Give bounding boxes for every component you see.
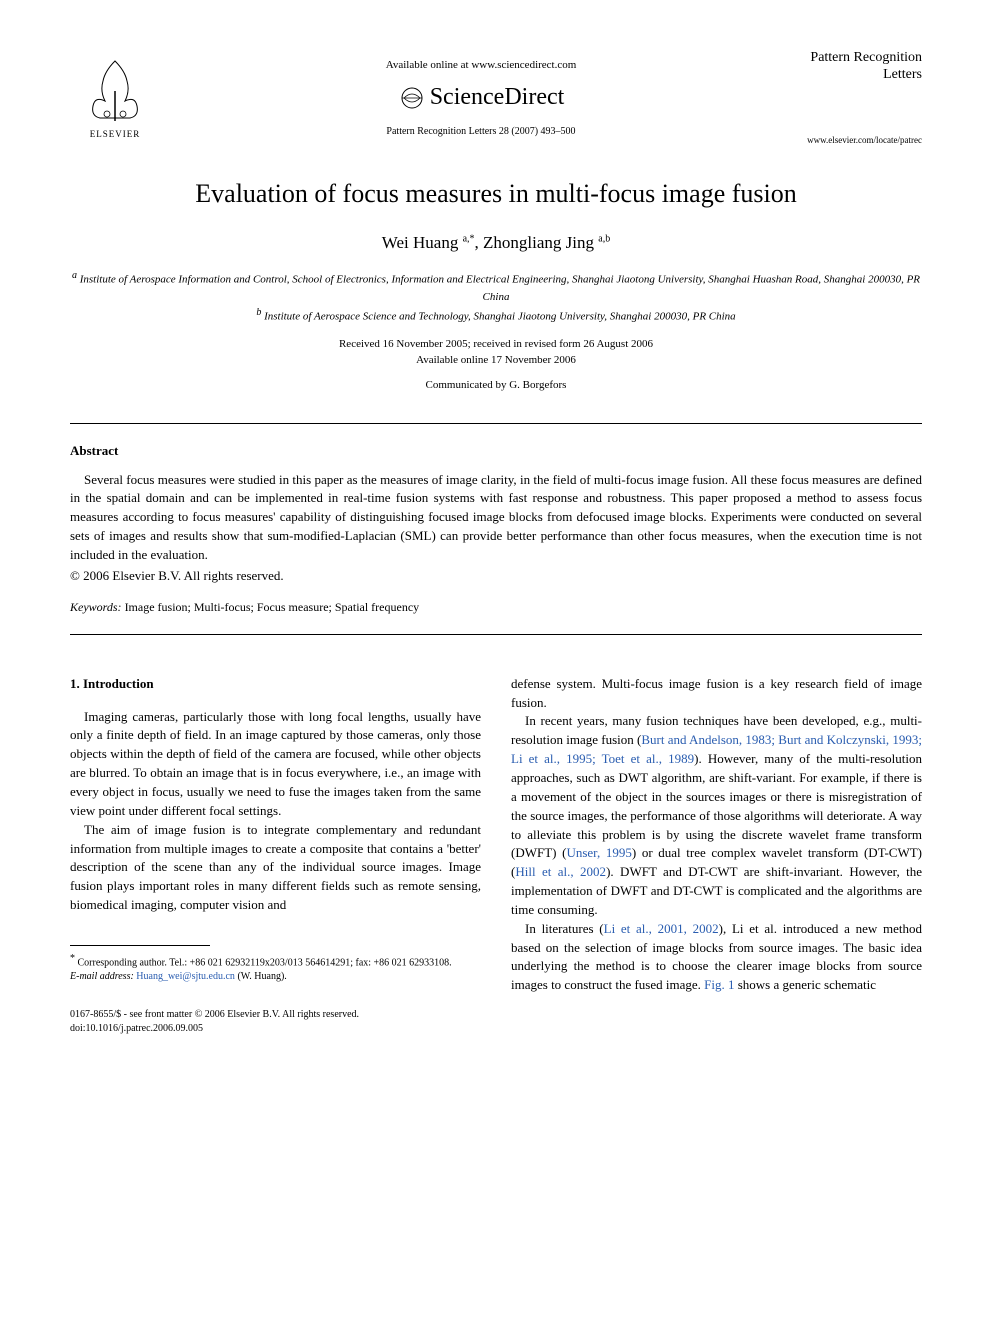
- footnote-block: * Corresponding author. Tel.: +86 021 62…: [70, 952, 481, 984]
- corresponding-text: Corresponding author. Tel.: +86 021 6293…: [78, 957, 452, 968]
- online-date: Available online 17 November 2006: [70, 353, 922, 368]
- ref-fig1[interactable]: Fig. 1: [704, 977, 734, 992]
- corresponding-author: * Corresponding author. Tel.: +86 021 62…: [70, 952, 481, 970]
- col2-p3-c: shows a generic schematic: [734, 977, 876, 992]
- col1-para2: The aim of image fusion is to integrate …: [70, 821, 481, 915]
- available-online-text: Available online at www.sciencedirect.co…: [160, 58, 802, 73]
- author-2: , Zhongliang Jing: [475, 233, 599, 252]
- col2-p2-b: ). However, many of the multi-resolution…: [511, 751, 922, 860]
- article-title: Evaluation of focus measures in multi-fo…: [70, 176, 922, 212]
- ref-li[interactable]: Li et al., 2001, 2002: [604, 921, 719, 936]
- footer-issn: 0167-8655/$ - see front matter © 2006 El…: [70, 1008, 481, 1022]
- col2-p3-a: In literatures (: [525, 921, 604, 936]
- keywords-label: Keywords:: [70, 600, 122, 614]
- footer-block: 0167-8655/$ - see front matter © 2006 El…: [70, 1008, 481, 1036]
- affiliation-b-text: Institute of Aerospace Science and Techn…: [264, 311, 736, 323]
- keywords-line: Keywords: Image fusion; Multi-focus; Foc…: [70, 599, 922, 616]
- ref-hill[interactable]: Hill et al., 2002: [515, 864, 606, 879]
- affiliation-a-text: Institute of Aerospace Information and C…: [80, 274, 920, 303]
- author-2-sup: a,b: [598, 233, 610, 244]
- keywords-text: Image fusion; Multi-focus; Focus measure…: [122, 600, 420, 614]
- elsevier-logo-block: ELSEVIER: [70, 56, 160, 141]
- center-header: Available online at www.sciencedirect.co…: [160, 58, 802, 139]
- citation-line: Pattern Recognition Letters 28 (2007) 49…: [160, 125, 802, 139]
- abstract-copyright: © 2006 Elsevier B.V. All rights reserved…: [70, 567, 922, 585]
- author-1: Wei Huang: [382, 233, 463, 252]
- journal-name-line1: Pattern Recognition: [802, 50, 922, 67]
- received-date: Received 16 November 2005; received in r…: [70, 337, 922, 352]
- col2-para2: In recent years, many fusion techniques …: [511, 712, 922, 919]
- journal-url: www.elsevier.com/locate/patrec: [802, 134, 922, 147]
- affiliations: a Institute of Aerospace Information and…: [70, 268, 922, 325]
- abstract-heading: Abstract: [70, 442, 922, 460]
- email-who: (W. Huang).: [235, 971, 287, 982]
- affiliation-a: a Institute of Aerospace Information and…: [70, 268, 922, 305]
- elsevier-label: ELSEVIER: [90, 128, 141, 141]
- column-left: 1. Introduction Imaging cameras, particu…: [70, 675, 481, 1036]
- body-columns: 1. Introduction Imaging cameras, particu…: [70, 675, 922, 1036]
- ref-unser[interactable]: Unser, 1995: [566, 845, 631, 860]
- col1-para1: Imaging cameras, particularly those with…: [70, 708, 481, 821]
- journal-name-line2: Letters: [802, 67, 922, 84]
- email-line: E-mail address: Huang_wei@sjtu.edu.cn (W…: [70, 970, 481, 984]
- author-1-sup: a,*: [463, 233, 475, 244]
- authors-line: Wei Huang a,*, Zhongliang Jing a,b: [70, 231, 922, 255]
- sciencedirect-icon: [398, 84, 426, 112]
- email-label: E-mail address:: [70, 971, 134, 982]
- section-1-heading: 1. Introduction: [70, 675, 481, 694]
- page-header: ELSEVIER Available online at www.science…: [70, 50, 922, 146]
- divider-top: [70, 423, 922, 424]
- communicated-by: Communicated by G. Borgefors: [70, 378, 922, 393]
- sciencedirect-logo: ScienceDirect: [160, 81, 802, 115]
- column-right: defense system. Multi-focus image fusion…: [511, 675, 922, 1036]
- journal-block: Pattern Recognition Letters www.elsevier…: [802, 50, 922, 146]
- email-address[interactable]: Huang_wei@sjtu.edu.cn: [136, 971, 235, 982]
- affiliation-b: b Institute of Aerospace Science and Tec…: [70, 305, 922, 325]
- sciencedirect-text: ScienceDirect: [430, 81, 565, 115]
- col2-para3: In literatures (Li et al., 2001, 2002), …: [511, 920, 922, 995]
- article-dates: Received 16 November 2005; received in r…: [70, 337, 922, 368]
- col2-para1: defense system. Multi-focus image fusion…: [511, 675, 922, 713]
- footnote-divider: [70, 945, 210, 946]
- divider-bottom: [70, 634, 922, 635]
- abstract-text: Several focus measures were studied in t…: [70, 471, 922, 565]
- footer-doi: doi:10.1016/j.patrec.2006.09.005: [70, 1022, 481, 1036]
- elsevier-tree-icon: [85, 56, 145, 126]
